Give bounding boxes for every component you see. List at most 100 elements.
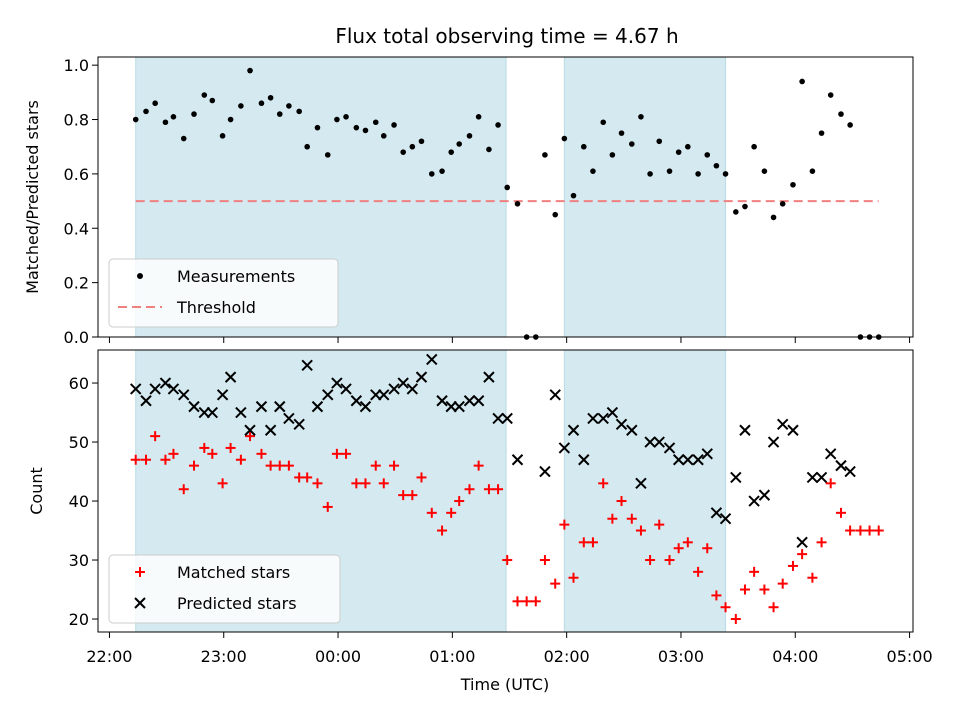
matched-star-point: [607, 513, 618, 524]
predicted-star-point: [331, 377, 343, 389]
ratio-ytick-label: 1.0: [64, 56, 89, 75]
predicted-star-point: [130, 383, 142, 395]
measurement-point: [495, 122, 501, 128]
predicted-star-point: [501, 412, 513, 425]
predicted-star-point: [463, 395, 476, 407]
measurement-point: [542, 152, 548, 158]
matched-star-point: [616, 496, 627, 507]
measurement-point: [353, 124, 360, 131]
predicted-star-point: [549, 389, 561, 401]
measurement-point: [600, 119, 607, 126]
matched-star-point: [389, 460, 400, 471]
matched-star-point: [370, 460, 381, 471]
predicted-star-point: [653, 436, 665, 448]
predicted-star-point: [492, 412, 504, 425]
xtick-label: 04:00: [772, 647, 818, 666]
measurement-point: [132, 116, 139, 123]
predicted-star-point: [188, 400, 200, 413]
measurement-point: [400, 149, 406, 155]
matched-star-point: [407, 490, 418, 501]
predicted-star-point: [264, 424, 277, 436]
predicted-star-point: [787, 424, 799, 436]
predicted-star-point: [406, 383, 419, 395]
matched-star-point: [302, 472, 313, 483]
legend-predicted-label: Predicted stars: [177, 594, 297, 613]
measurement-point: [209, 97, 216, 104]
measurement-point: [722, 171, 729, 177]
xtick-label: 23:00: [201, 647, 247, 666]
count-ytick-label: 40: [69, 492, 89, 511]
predicted-star-point: [767, 436, 780, 448]
measurement-point: [276, 111, 283, 117]
measurement-point: [258, 100, 265, 107]
matched-star-point: [322, 501, 333, 512]
measurement-point: [666, 168, 673, 174]
predicted-star-point: [824, 448, 837, 460]
measurement-point: [799, 78, 805, 85]
matched-star-point: [559, 519, 570, 530]
predicted-star-point: [567, 424, 580, 436]
measurement-point: [227, 116, 234, 123]
matched-star-point: [493, 484, 504, 495]
xtick-label: 00:00: [315, 647, 361, 666]
matched-star-point: [265, 460, 276, 471]
predicted-star-point: [436, 395, 448, 407]
predicted-star-point: [730, 471, 742, 484]
measurement-point: [201, 92, 208, 98]
predicted-star-point: [796, 536, 808, 549]
count-ylabel: Count: [27, 467, 46, 515]
measurement-point: [324, 152, 331, 158]
ratio-ytick-label: 0.2: [64, 274, 89, 293]
predicted-star-point: [140, 395, 152, 407]
matched-star-point: [682, 537, 693, 548]
measurement-point: [191, 111, 197, 117]
predicted-star-point: [178, 389, 190, 401]
predicted-star-point: [397, 377, 409, 389]
predicted-star-point: [626, 424, 638, 436]
measurement-point: [809, 168, 816, 174]
predicted-star-point: [216, 389, 229, 401]
measurement-point: [656, 138, 663, 145]
predicted-star-point: [615, 418, 628, 431]
legend-measurements-marker: [137, 273, 143, 279]
predicted-star-point: [748, 495, 760, 507]
measurement-point: [695, 171, 701, 177]
matched-star-point: [807, 572, 818, 583]
matched-star-point: [312, 478, 323, 489]
measurement-point: [675, 149, 682, 155]
measurement-point: [439, 168, 445, 174]
measurement-point: [448, 149, 455, 155]
matched-star-point: [825, 478, 836, 489]
measurement-point: [847, 122, 853, 128]
measurement-point: [570, 192, 577, 199]
predicted-star-point: [511, 454, 524, 466]
measurement-point: [609, 152, 616, 158]
predicted-star-point: [606, 406, 619, 419]
predicted-star-point: [235, 406, 247, 419]
matched-star-point: [178, 484, 189, 495]
matched-star-point: [797, 549, 808, 560]
measurement-point: [428, 171, 435, 177]
matched-star-point: [341, 448, 352, 459]
predicted-star-point: [159, 377, 172, 389]
measurement-point: [372, 119, 379, 126]
count-legend: Matched stars Predicted stars: [108, 554, 341, 624]
matched-star-point: [426, 507, 437, 518]
measurement-point: [761, 168, 768, 174]
measurement-point: [552, 211, 559, 218]
measurement-point: [334, 116, 340, 123]
predicted-star-point: [415, 371, 428, 383]
legend-matched-label: Matched stars: [177, 563, 290, 582]
measurement-point: [827, 92, 834, 98]
predicted-star-point: [274, 400, 286, 413]
measurement-point: [418, 138, 425, 145]
measurement-point: [590, 168, 596, 174]
ratio-ytick-label: 0.0: [64, 328, 89, 347]
predicted-star-point: [682, 454, 694, 466]
matched-star-point: [416, 472, 427, 483]
measurement-point: [838, 111, 844, 117]
panel-count: 20 30 40 50 60 22:00 23:00 00:00 01:00 02:00 03:0…: [27, 349, 933, 694]
matched-star-point: [160, 454, 171, 465]
matched-star-point: [530, 596, 541, 607]
matched-star-point: [539, 555, 550, 566]
